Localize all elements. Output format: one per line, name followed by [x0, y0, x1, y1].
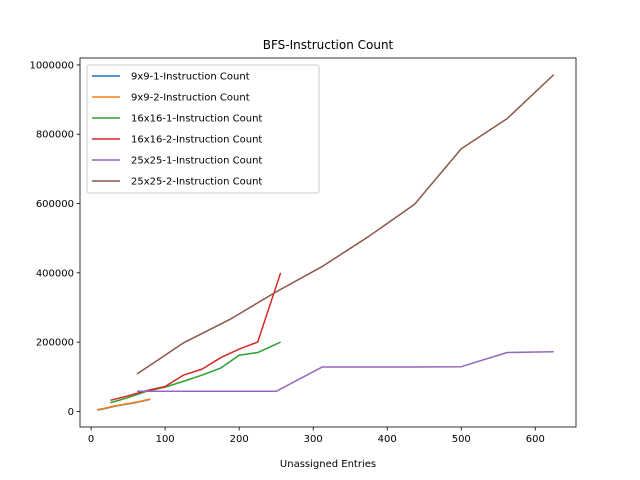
y-tick-label: 0	[68, 407, 74, 418]
series-line-4	[137, 351, 554, 393]
legend-label-1: 9x9-2-Instruction Count	[131, 93, 250, 104]
legend-label-3: 16x16-2-Instruction Count	[131, 135, 262, 146]
x-tick-label: 200	[230, 434, 249, 445]
x-tick-label: 600	[526, 434, 545, 445]
legend-label-2: 16x16-1-Instruction Count	[131, 114, 262, 125]
legend-label-4: 25x25-1-Instruction Count	[131, 156, 262, 167]
y-tick-label: 400000	[36, 268, 74, 279]
series-line-1	[96, 398, 151, 411]
legend: 9x9-1-Instruction Count 9x9-2-Instruction…	[86, 64, 320, 194]
series-line-3	[110, 272, 282, 402]
x-tick-label: 0	[88, 434, 94, 445]
y-tick-label: 800000	[36, 130, 74, 141]
legend-label-0: 9x9-1-Instruction Count	[131, 72, 250, 83]
x-tick-label: 400	[378, 434, 397, 445]
plot-lines	[96, 74, 555, 411]
chart-title: BFS-Instruction Count	[263, 38, 394, 52]
x-axis-ticks: 0 100 200 300 400 500 600	[88, 427, 545, 445]
x-tick-label: 100	[156, 434, 175, 445]
y-tick-label: 600000	[36, 199, 74, 210]
x-tick-label: 300	[304, 434, 323, 445]
legend-box	[86, 64, 320, 194]
legend-label-5: 25x25-2-Instruction Count	[131, 177, 262, 188]
y-axis-ticks: 0 200000 400000 600000 800000 1000000	[29, 60, 80, 418]
x-axis-label: Unassigned Entries	[280, 459, 376, 470]
plot-frame	[79, 57, 577, 428]
x-tick-label: 500	[452, 434, 471, 445]
series-line-5	[136, 74, 555, 375]
series-line-2	[110, 341, 281, 404]
y-tick-label: 1000000	[29, 60, 74, 71]
y-tick-label: 200000	[36, 338, 74, 349]
